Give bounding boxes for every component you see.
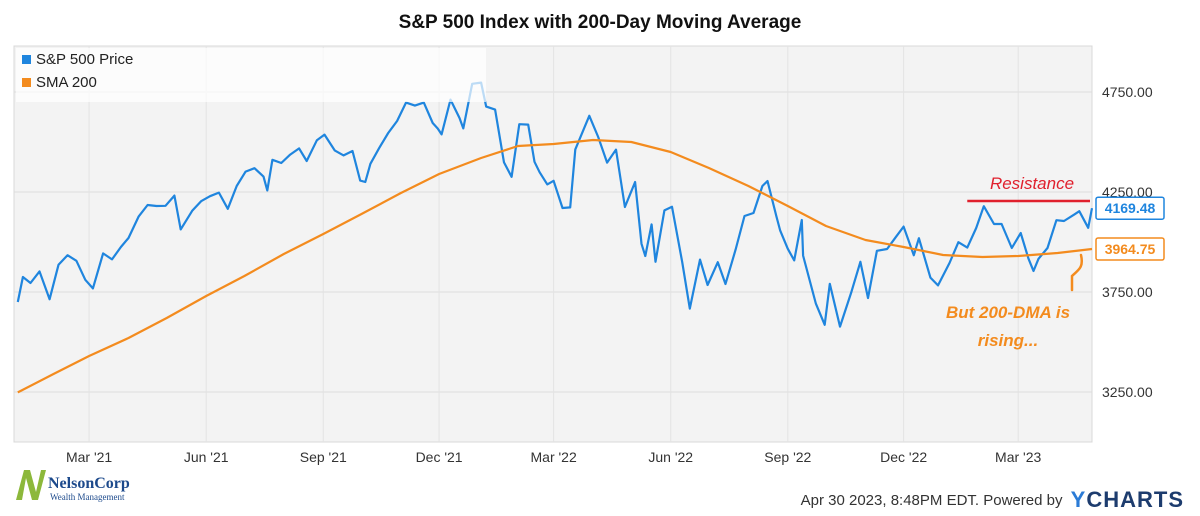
end-label-box bbox=[1095, 196, 1165, 220]
y-axis-ticks: 3250.00 3750.00 4250.00 4750.00 bbox=[1102, 84, 1153, 400]
rising-pointer bbox=[1070, 253, 1083, 292]
annotation-layer: Resistance But 200-DMA is rising... bbox=[946, 174, 1090, 350]
series-layer: 4169.48 3964.75 bbox=[16, 81, 1165, 394]
grid-lines bbox=[14, 46, 1092, 442]
x-tick-label: Sep '22 bbox=[764, 449, 811, 465]
ycharts-logo-rest: CHARTS bbox=[1086, 487, 1184, 512]
x-tick-label: Mar '23 bbox=[995, 449, 1041, 465]
powered-by-label: Powered by bbox=[983, 492, 1063, 509]
x-tick-label: Mar '22 bbox=[531, 449, 577, 465]
ycharts-logo[interactable]: YCHARTS bbox=[1071, 487, 1184, 512]
legend-swatch bbox=[22, 78, 31, 87]
y-tick-label: 3750.00 bbox=[1102, 284, 1153, 300]
x-tick-label: Jun '22 bbox=[648, 449, 693, 465]
nelsoncorp-logo: NelsonCorp Wealth Management bbox=[14, 466, 144, 506]
rising-note-line2: rising... bbox=[978, 331, 1038, 350]
y-tick-label: 4250.00 bbox=[1102, 184, 1153, 200]
legend-swatch bbox=[22, 55, 31, 64]
x-tick-label: Dec '22 bbox=[880, 449, 927, 465]
sma200-line bbox=[17, 138, 1093, 394]
footer-attribution: Apr 30 2023, 8:48PM EDT. Powered by YCHA… bbox=[801, 487, 1184, 513]
x-tick-label: Mar '21 bbox=[66, 449, 112, 465]
end-label-box bbox=[1095, 237, 1165, 261]
price-end-label: 4169.48 bbox=[1095, 196, 1165, 220]
legend-label: S&P 500 Price bbox=[36, 51, 133, 68]
legend-label: SMA 200 bbox=[36, 74, 97, 91]
resistance-label: Resistance bbox=[990, 174, 1074, 193]
x-axis-ticks: Mar '21 Jun '21 Sep '21 Dec '21 Mar '22 Jun '… bbox=[66, 449, 1042, 465]
timestamp: Apr 30 2023, 8:48PM EDT. bbox=[800, 492, 980, 509]
y-tick-label: 4750.00 bbox=[1102, 84, 1153, 100]
brand-name: NelsonCorp bbox=[48, 475, 130, 492]
ycharts-logo-y: Y bbox=[1070, 487, 1087, 512]
sma-end-label: 3964.75 bbox=[1095, 237, 1165, 261]
x-tick-label: Jun '21 bbox=[184, 449, 229, 465]
end-label-value: 3964.75 bbox=[1105, 241, 1156, 257]
sp500-price-line bbox=[16, 81, 1094, 328]
legend: S&P 500 Price SMA 200 bbox=[16, 48, 486, 102]
plot-area bbox=[13, 45, 1093, 443]
y-tick-label: 3250.00 bbox=[1102, 384, 1153, 400]
logo-mark-icon bbox=[16, 470, 46, 500]
chart-title: S&P 500 Index with 200-Day Moving Averag… bbox=[398, 12, 802, 33]
x-tick-label: Dec '21 bbox=[416, 449, 463, 465]
rising-note-line1: But 200-DMA is bbox=[946, 303, 1070, 322]
brand-tagline: Wealth Management bbox=[50, 492, 125, 502]
legend-background bbox=[16, 48, 486, 102]
end-label-value: 4169.48 bbox=[1105, 200, 1156, 216]
x-tick-label: Sep '21 bbox=[300, 449, 347, 465]
